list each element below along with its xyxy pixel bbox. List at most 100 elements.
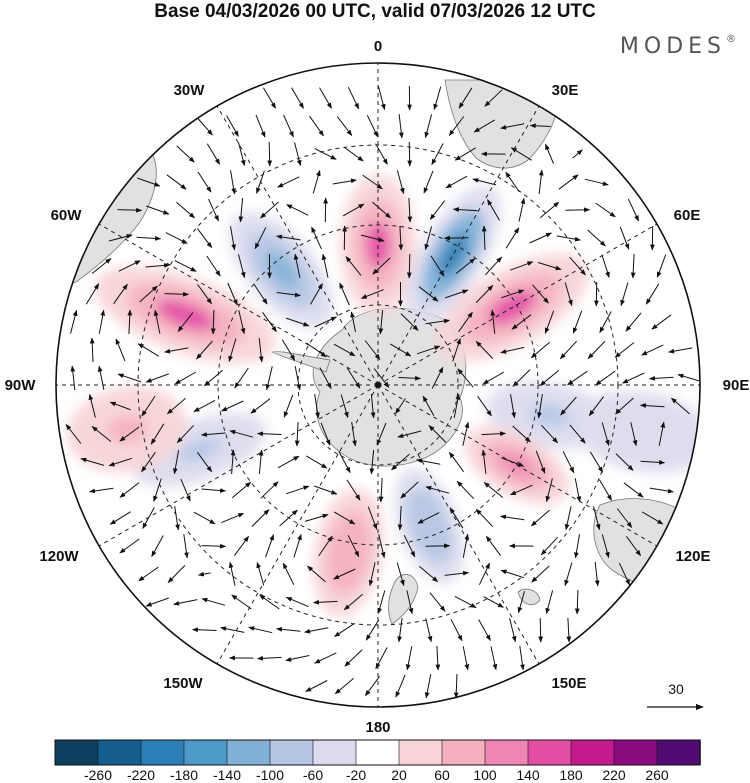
wind-arrow: [569, 424, 586, 444]
colorbar-cell: [656, 739, 701, 766]
wind-arrow: [569, 256, 586, 276]
colorbar-tick-label: -260: [84, 767, 112, 783]
colorbar-tick-label: 220: [602, 767, 626, 783]
map-boundary: [55, 62, 701, 708]
wind-arrow: [396, 562, 405, 587]
wind-arrow: [368, 562, 376, 587]
wind-arrow: [529, 123, 551, 129]
wind-arrow: [472, 178, 497, 186]
wind-arrow: [620, 282, 629, 307]
lon-label: 180: [365, 719, 390, 736]
wind-arrow: [253, 283, 268, 305]
wind-arrow: [397, 505, 403, 531]
wind-arrow: [351, 422, 357, 447]
wind-arrow: [230, 170, 236, 195]
wind-arrow: [229, 429, 254, 438]
wind-arrow: [656, 254, 667, 278]
wind-arrow: [378, 477, 384, 503]
wind-arrow: [238, 310, 246, 335]
wind-arrow: [285, 317, 310, 327]
wind-arrow: [423, 170, 434, 194]
wind-arrow: [567, 370, 588, 386]
wind-arrow: [425, 318, 450, 325]
wind-arrow: [238, 198, 244, 223]
wind-arrow: [537, 262, 562, 271]
wind-arrow: [406, 253, 412, 279]
wind-arrow: [262, 87, 277, 109]
wind-arrow: [677, 373, 700, 382]
wind-arrow: [450, 619, 463, 642]
wind-arrow: [403, 534, 416, 558]
wind-arrow: [262, 312, 277, 333]
wind-arrow: [565, 207, 591, 213]
brand-text: MODES: [619, 34, 726, 59]
wind-arrow: [191, 627, 217, 633]
wind-arrow: [397, 430, 422, 438]
wind-arrow: [248, 626, 273, 634]
wind-arrow: [641, 344, 664, 356]
wind-arrow: [562, 451, 575, 474]
wind-arrow: [537, 394, 543, 419]
wind-arrow: [127, 309, 133, 335]
wind-arrow: [530, 341, 551, 359]
anomaly-region-core: [178, 438, 221, 462]
map-title: Base 04/03/2026 00 UTC, valid 07/03/2026…: [154, 1, 596, 22]
colorbar-tick-label: -140: [213, 767, 241, 783]
wind-arrow: [658, 421, 666, 446]
wind-arrow: [532, 284, 549, 304]
wind-arrow: [564, 506, 572, 531]
wind-arrow: [395, 674, 406, 698]
wind-arrow: [231, 481, 252, 499]
colorbar-cell: [398, 739, 443, 766]
wind-arrow: [176, 145, 195, 163]
wind-arrow: [265, 534, 274, 558]
wind-arrow: [164, 347, 189, 354]
wind-arrow: [364, 340, 381, 360]
wind-arrow: [370, 394, 376, 419]
wind-arrow: [625, 312, 642, 332]
wind-arrow: [483, 596, 504, 608]
wind-arrow: [510, 261, 534, 271]
wind-arrow: [428, 425, 447, 443]
wind-arrow: [511, 314, 532, 330]
meridian-line: [98, 223, 379, 386]
lon-label: 60E: [674, 207, 701, 224]
map-disk: [56, 63, 700, 707]
lon-label: 90E: [723, 377, 750, 394]
wind-arrow: [115, 338, 126, 362]
wind-arrow: [530, 509, 550, 527]
wind-arrow: [670, 397, 690, 415]
wind-arrow: [566, 617, 572, 643]
meridian-line: [216, 384, 379, 665]
wind-arrow: [347, 535, 360, 558]
wind-arrow: [183, 534, 189, 559]
wind-arrow: [89, 487, 114, 494]
colorbar-tick-label: 260: [645, 767, 669, 783]
wind-arrow: [314, 148, 337, 160]
wind-arrow: [444, 570, 469, 576]
wind-arrow: [406, 590, 414, 615]
wind-arrow: [485, 535, 502, 556]
wind-arrow: [250, 398, 271, 414]
wind-arrow: [457, 368, 474, 388]
wind-arrow: [490, 309, 496, 334]
wind-arrow: [305, 455, 328, 469]
wind-arrow: [233, 535, 250, 556]
wind-arrow: [481, 449, 487, 474]
meridian-line: [377, 105, 540, 386]
meridian-line: [98, 384, 379, 547]
wind-arrow: [305, 680, 328, 692]
wind-arrow: [176, 424, 195, 444]
wind-arrow: [345, 256, 362, 276]
wind-arrow: [259, 594, 280, 610]
colorbar-cell: [312, 739, 357, 766]
wind-arrow: [639, 403, 665, 408]
wind-arrow: [598, 479, 613, 501]
wind-arrow: [234, 367, 249, 389]
wind-arrow: [291, 87, 304, 109]
wind-arrow: [630, 422, 638, 447]
pole-marker: [375, 382, 381, 388]
colorbar-tick-label: -100: [256, 767, 284, 783]
wind-arrow: [627, 198, 640, 222]
wind-arrow: [256, 561, 265, 586]
